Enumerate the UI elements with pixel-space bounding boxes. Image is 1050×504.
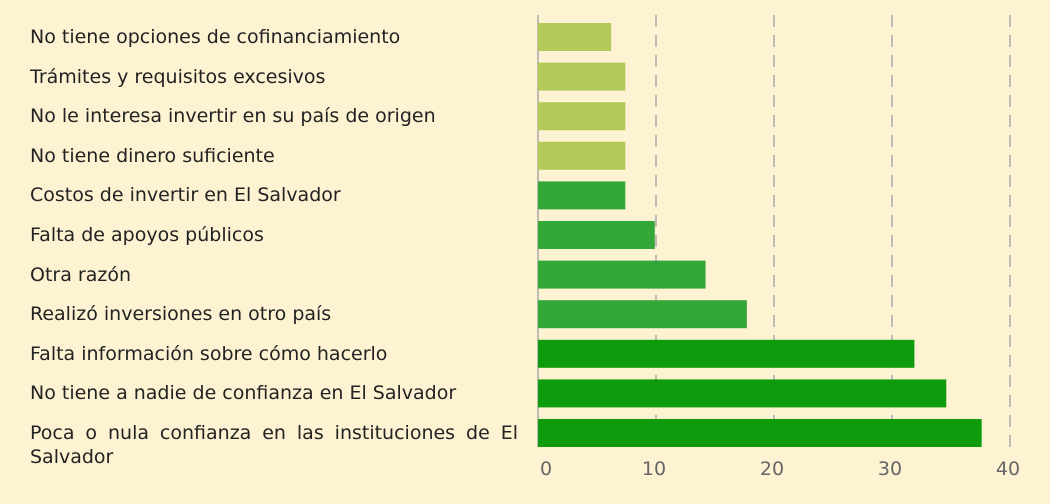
bar	[538, 23, 612, 51]
bar	[538, 379, 947, 408]
category-label: No tiene dinero suficiente	[30, 144, 275, 167]
x-tick-label: 40	[996, 458, 1020, 480]
x-tick-label: 10	[642, 458, 666, 480]
category-label: No le interesa invertir en su país de or…	[30, 105, 436, 128]
category-label: Poca o nula confianza en las institucion…	[30, 422, 518, 468]
x-tick-label: 20	[760, 458, 784, 480]
category-label: Otra razón	[30, 263, 131, 286]
bar	[538, 62, 626, 91]
bar	[538, 221, 655, 249]
category-label: No tiene a nadie de confianza en El Salv…	[30, 382, 457, 405]
category-label: Costos de invertir en El Salvador	[30, 184, 341, 207]
bar	[538, 300, 747, 329]
x-tick-label: 0	[540, 458, 552, 480]
bar	[538, 339, 915, 368]
bar	[538, 181, 626, 210]
category-label: Falta información sobre cómo hacerlo	[30, 342, 388, 365]
bar	[538, 260, 706, 289]
bar	[538, 419, 982, 447]
category-label: Trámites y requisitos excesivos	[30, 65, 326, 88]
category-label: Realizó inversiones en otro país	[30, 303, 332, 326]
category-label: No tiene opciones de cofinanciamiento	[30, 26, 401, 48]
bar	[538, 102, 626, 131]
x-tick-label: 30	[878, 458, 902, 480]
category-label: Falta de apoyos públicos	[30, 224, 264, 246]
bar	[538, 141, 626, 170]
